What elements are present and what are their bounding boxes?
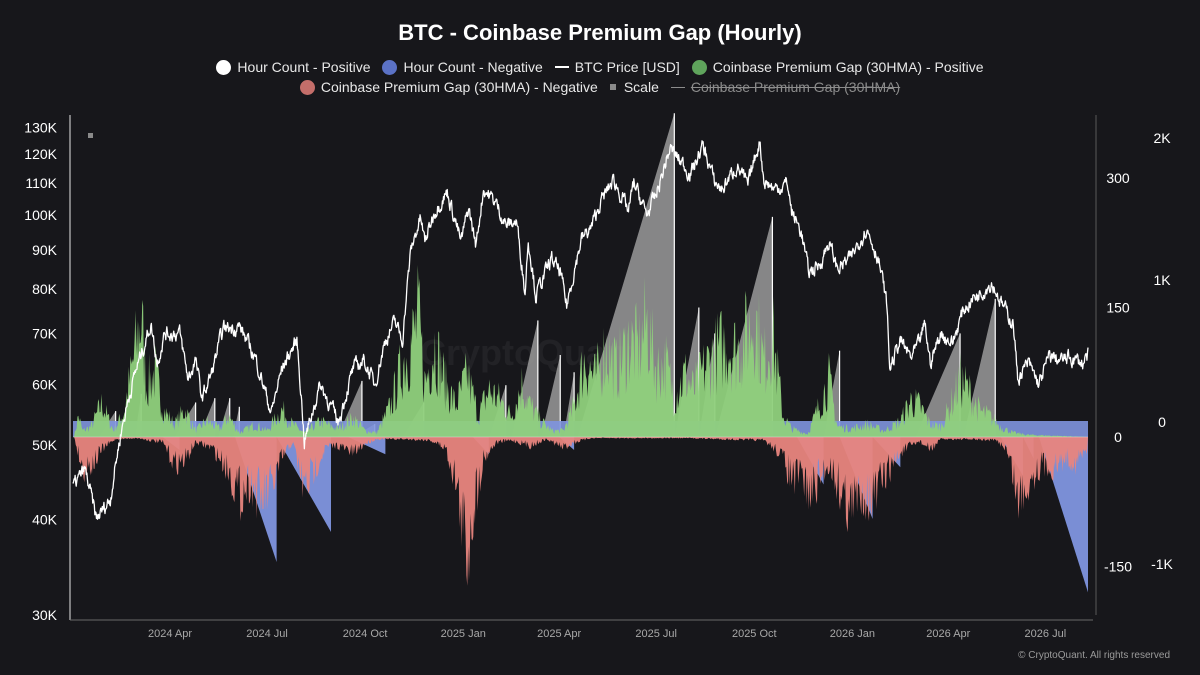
legend-item-scale[interactable]: Scale: [609, 79, 659, 95]
y-left-tick-label: 30K: [32, 607, 58, 623]
y-left-tick-label: 40K: [32, 511, 58, 527]
y-hour-count-tick-label: 0: [1114, 429, 1122, 445]
legend-swatch: [691, 59, 707, 75]
y-left-tick-label: 100K: [24, 207, 57, 223]
y-hour-count-tick-label: 300: [1106, 170, 1130, 186]
y-left-tick-label: 120K: [24, 146, 57, 162]
y-left-tick-label: 90K: [32, 242, 58, 258]
hour-count-positive-ramp: [963, 298, 996, 437]
premium-gap-negative-area: [74, 437, 1089, 586]
hour-count-positive-series: [98, 113, 996, 437]
x-tick-label: 2024 Jul: [246, 628, 288, 640]
y-left-tick-label: 70K: [32, 325, 58, 341]
y-premium-gap-tick-label: 1K: [1153, 272, 1171, 288]
y-left-tick-label: 60K: [32, 377, 58, 393]
hour-count-positive-ramp: [541, 354, 561, 437]
legend-item-premium-gap-hidden[interactable]: Coinbase Premium Gap (30HMA): [670, 79, 901, 95]
x-tick-label: 2024 Apr: [148, 628, 192, 640]
copyright: © CryptoQuant. All rights reserved: [1018, 650, 1170, 661]
btc-price-series: [72, 140, 1089, 520]
legend-item-premium-gap-negative[interactable]: Coinbase Premium Gap (30HMA) - Negative: [299, 79, 598, 95]
axes: 30K 40K 50K 60K 70K 80K 90K 100K 110K 120K 130K -15…: [24, 115, 1174, 640]
legend-label: Hour Count - Negative: [403, 59, 543, 75]
legend-label: Coinbase Premium Gap (30HMA): [690, 79, 901, 95]
x-tick-label: 2025 Apr: [537, 628, 581, 640]
x-tick-label: 2025 Jan: [441, 628, 486, 640]
legend-item-btc-price[interactable]: BTC Price [USD]: [554, 59, 680, 75]
legend-label: BTC Price [USD]: [574, 59, 680, 75]
hour-count-negative-ramp: [1038, 437, 1088, 593]
legend-item-premium-gap-positive[interactable]: Coinbase Premium Gap (30HMA) - Positive: [691, 59, 984, 75]
premium-gap-negative-series: [74, 437, 1089, 586]
y-hour-count-tick-label: 150: [1106, 300, 1130, 316]
y-left-tick-label: 110K: [25, 175, 57, 191]
legend-swatch: [609, 84, 616, 90]
y-left-tick-label: 80K: [32, 281, 58, 297]
x-tick-label: 2025 Jul: [635, 628, 677, 640]
legend-row-2: Coinbase Premium Gap (30HMA) - Negative …: [0, 79, 1200, 95]
chart-title: BTC - Coinbase Premium Gap (Hourly): [398, 20, 802, 45]
legend-item-hour-count-negative[interactable]: Hour Count - Negative: [382, 59, 543, 75]
x-tick-label: 2025 Oct: [732, 628, 777, 640]
y-premium-gap-tick-label: -1K: [1151, 556, 1173, 572]
legend-swatch: [382, 59, 398, 75]
legend-swatch: [299, 79, 315, 95]
y-left-tick-label: 50K: [32, 437, 58, 453]
legend-item-hour-count-positive[interactable]: Hour Count - Positive: [216, 59, 370, 75]
x-tick-label: 2026 Apr: [926, 628, 970, 640]
legend-row-1: Hour Count - Positive Hour Count - Negat…: [0, 59, 1200, 75]
y-premium-gap-tick-label: 2K: [1153, 130, 1171, 146]
legend-label: Coinbase Premium Gap (30HMA) - Negative: [320, 79, 598, 95]
y-hour-count-tick-label: -150: [1104, 559, 1132, 575]
premium-gap-positive-series: [74, 265, 1089, 437]
btc-price-line: [72, 140, 1089, 520]
y-premium-gap-tick-label: 0: [1158, 414, 1166, 430]
legend-swatch: [670, 86, 685, 88]
hour-count-positive-ramp: [915, 333, 961, 437]
y-left-tick-label: 130K: [24, 120, 57, 136]
legend-swatch: [216, 59, 232, 75]
legend-label: Coinbase Premium Gap (30HMA) - Positive: [712, 59, 984, 75]
premium-gap-positive-area: [74, 265, 1089, 437]
x-tick-label: 2026 Jul: [1025, 628, 1067, 640]
legend-swatch: [554, 66, 569, 68]
x-tick-label: 2026 Jan: [830, 628, 875, 640]
x-tick-label: 2024 Oct: [343, 628, 388, 640]
scale-marker: [88, 133, 93, 138]
legend-label: Scale: [623, 79, 659, 95]
legend-label: Hour Count - Positive: [237, 59, 371, 75]
